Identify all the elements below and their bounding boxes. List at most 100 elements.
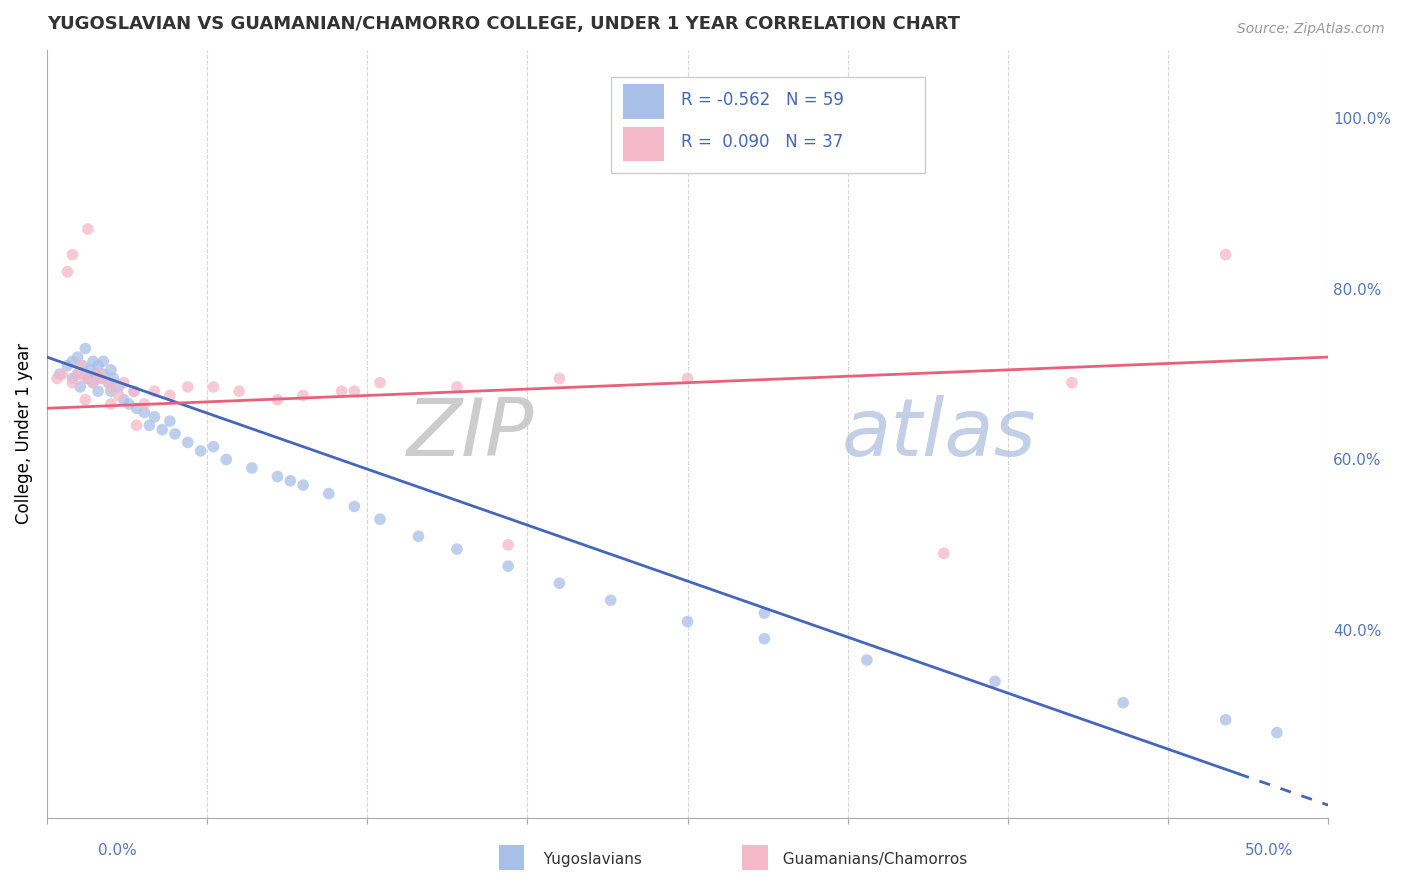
Point: [228, 384, 250, 399]
Point: [69, 359, 91, 373]
Point: [66, 350, 89, 364]
Point: [1060, 376, 1083, 390]
Point: [676, 371, 699, 385]
Point: [278, 474, 301, 488]
Point: [343, 384, 366, 399]
Point: [240, 461, 263, 475]
Point: [159, 388, 181, 402]
Point: [66, 367, 89, 381]
Text: R =  0.090   N = 37: R = 0.090 N = 37: [681, 133, 844, 151]
Point: [100, 397, 122, 411]
Point: [143, 384, 166, 399]
Point: [62, 354, 84, 368]
Point: [159, 414, 181, 428]
Point: [754, 632, 776, 646]
Point: [107, 380, 129, 394]
Point: [75, 371, 97, 385]
Point: [75, 367, 97, 381]
Point: [150, 423, 173, 437]
Point: [676, 615, 699, 629]
Point: [77, 222, 100, 236]
Point: [62, 247, 84, 261]
Point: [82, 376, 104, 390]
FancyBboxPatch shape: [623, 127, 665, 161]
Point: [496, 559, 519, 574]
Point: [112, 376, 135, 390]
Point: [856, 653, 879, 667]
Point: [266, 392, 288, 407]
Point: [446, 380, 468, 394]
Point: [48, 367, 70, 381]
Point: [163, 426, 186, 441]
Point: [1112, 696, 1135, 710]
Point: [754, 606, 776, 620]
Point: [368, 512, 391, 526]
Point: [87, 384, 110, 399]
Point: [318, 486, 340, 500]
Point: [82, 376, 104, 390]
Point: [84, 367, 107, 381]
Point: [112, 392, 135, 407]
Point: [190, 444, 212, 458]
Point: [56, 265, 79, 279]
Point: [599, 593, 621, 607]
Point: [100, 384, 122, 399]
Point: [75, 392, 97, 407]
Point: [91, 367, 114, 381]
Point: [177, 380, 200, 394]
Point: [134, 397, 156, 411]
Point: [202, 380, 225, 394]
Y-axis label: College, Under 1 year: College, Under 1 year: [15, 343, 32, 524]
Point: [177, 435, 200, 450]
Point: [202, 440, 225, 454]
Point: [368, 376, 391, 390]
Text: Yugoslavians: Yugoslavians: [534, 852, 643, 867]
Point: [134, 405, 156, 419]
Point: [266, 469, 288, 483]
Point: [100, 380, 122, 394]
Point: [292, 478, 315, 492]
Point: [292, 388, 315, 402]
FancyBboxPatch shape: [623, 85, 665, 119]
Point: [46, 371, 69, 385]
Point: [97, 376, 120, 390]
Point: [446, 542, 468, 557]
FancyBboxPatch shape: [610, 77, 925, 173]
Text: ZIP: ZIP: [406, 395, 534, 473]
Point: [932, 546, 955, 560]
Point: [75, 342, 97, 356]
Point: [66, 367, 89, 381]
Point: [143, 409, 166, 424]
Point: [100, 363, 122, 377]
Point: [77, 371, 100, 385]
Point: [1265, 725, 1288, 739]
Point: [408, 529, 430, 543]
Point: [118, 397, 141, 411]
Point: [56, 359, 79, 373]
Text: 0.0%: 0.0%: [98, 843, 138, 858]
Point: [343, 500, 366, 514]
Point: [548, 371, 571, 385]
Text: YUGOSLAVIAN VS GUAMANIAN/CHAMORRO COLLEGE, UNDER 1 YEAR CORRELATION CHART: YUGOSLAVIAN VS GUAMANIAN/CHAMORRO COLLEG…: [46, 15, 960, 33]
Point: [122, 384, 145, 399]
Point: [91, 354, 114, 368]
Text: Source: ZipAtlas.com: Source: ZipAtlas.com: [1237, 22, 1385, 37]
Point: [79, 363, 101, 377]
Point: [87, 359, 110, 373]
Point: [548, 576, 571, 591]
Point: [1215, 713, 1237, 727]
Point: [62, 376, 84, 390]
Point: [984, 674, 1007, 689]
Point: [91, 371, 114, 385]
Point: [90, 371, 112, 385]
Point: [330, 384, 353, 399]
Point: [215, 452, 238, 467]
Point: [62, 371, 84, 385]
Point: [107, 388, 129, 402]
Point: [72, 359, 94, 373]
Point: [496, 538, 519, 552]
Point: [122, 384, 145, 399]
Text: atlas: atlas: [841, 395, 1036, 473]
Point: [1215, 247, 1237, 261]
Point: [87, 367, 110, 381]
